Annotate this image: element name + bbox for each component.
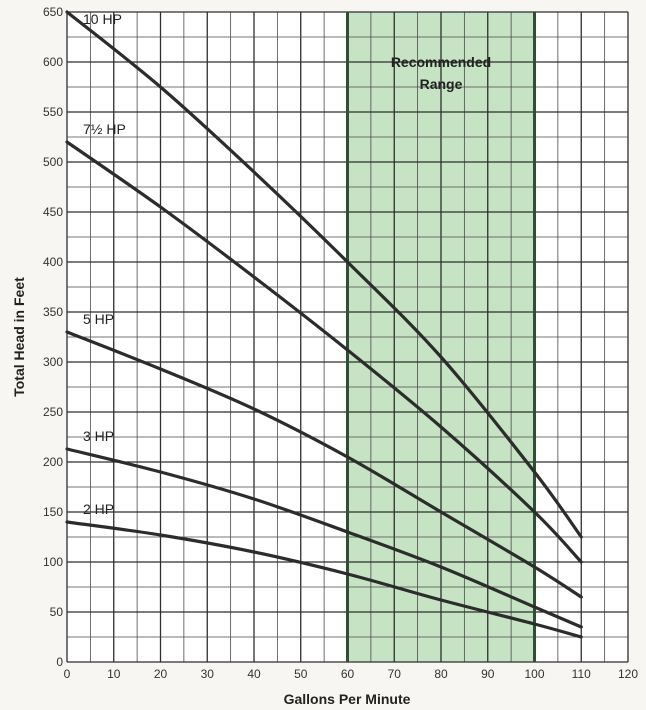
y-tick-label: 650 [43,5,63,19]
series-label-1: 10 HP [83,11,122,27]
series-line-1 [65,10,583,539]
y-tick-label: 300 [43,355,63,369]
x-tick-label: 60 [341,667,355,681]
y-tick-label: 50 [50,605,64,619]
x-tick-label: 100 [524,667,544,681]
series-lines: 10 HP 7½ HP 5 HP 3 HP 2 HP [65,10,583,639]
series-line-5 [65,520,583,639]
series-label-2: 7½ HP [83,121,126,137]
x-tick-label: 110 [572,667,591,681]
series-line-2 [65,140,583,564]
y-tick-label: 250 [43,405,63,419]
x-axis-label: Gallons Per Minute [284,691,411,707]
x-tick-label: 70 [388,667,402,681]
series-label-4: 3 HP [83,428,114,444]
x-axis-tick-labels: 0 10 20 30 40 50 60 70 80 90 100 110 120 [64,667,639,681]
y-axis-tick-labels: 0 50 100 150 200 250 300 350 400 450 500 550 600 650 [43,5,63,669]
series-label-3: 5 HP [83,311,114,327]
x-tick-label: 10 [107,667,121,681]
series-label-5: 2 HP [83,501,114,517]
y-tick-label: 450 [43,205,63,219]
y-axis-label: Total Head in Feet [11,277,27,397]
y-tick-label: 550 [43,105,63,119]
y-tick-label: 0 [56,655,63,669]
series-line-4 [65,447,583,629]
recommended-range-label-line1: Recommended [391,54,491,70]
x-tick-label: 90 [481,667,495,681]
y-tick-label: 400 [43,255,63,269]
y-tick-label: 500 [43,155,63,169]
y-tick-label: 150 [43,505,63,519]
y-tick-label: 200 [43,455,63,469]
x-tick-label: 50 [294,667,308,681]
x-tick-label: 30 [201,667,215,681]
recommended-range-label-line2: Range [420,76,463,92]
y-tick-label: 100 [43,555,63,569]
y-tick-label: 350 [43,305,63,319]
x-tick-label: 40 [247,667,261,681]
y-tick-label: 600 [43,55,63,69]
series-line-3 [65,330,583,599]
x-tick-label: 80 [434,667,448,681]
x-tick-label: 120 [618,667,638,681]
x-tick-label: 20 [154,667,168,681]
x-tick-label: 0 [64,667,71,681]
